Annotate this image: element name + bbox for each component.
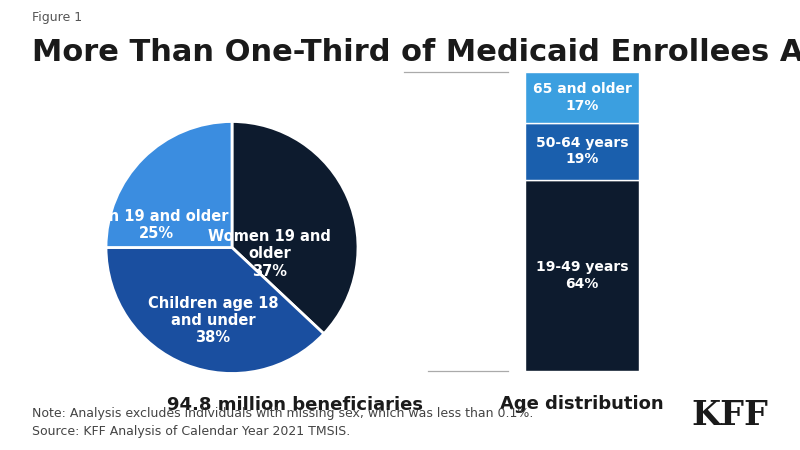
Text: Men 19 and older
25%: Men 19 and older 25% <box>84 209 229 241</box>
Wedge shape <box>106 122 232 248</box>
Wedge shape <box>106 248 324 374</box>
Text: Source: KFF Analysis of Calendar Year 2021 TMSIS.: Source: KFF Analysis of Calendar Year 20… <box>32 425 350 438</box>
Text: 50-64 years
19%: 50-64 years 19% <box>536 136 628 166</box>
Text: 19-49 years
64%: 19-49 years 64% <box>536 261 628 291</box>
Text: Age distribution: Age distribution <box>500 395 664 413</box>
Text: Figure 1: Figure 1 <box>32 11 82 24</box>
Bar <box>525 123 639 180</box>
Text: 94.8 million beneficiaries: 94.8 million beneficiaries <box>167 396 423 414</box>
Text: Note: Analysis excludes individuals with missing sex, which was less than 0.1%.: Note: Analysis excludes individuals with… <box>32 407 534 420</box>
Bar <box>525 72 639 123</box>
Text: More Than One-Third of Medicaid Enrollees Are Women: More Than One-Third of Medicaid Enrollee… <box>32 38 800 67</box>
Text: Women 19 and
older
37%: Women 19 and older 37% <box>208 229 331 279</box>
Bar <box>525 180 639 371</box>
Wedge shape <box>232 122 358 334</box>
Text: Children age 18
and under
38%: Children age 18 and under 38% <box>148 296 278 346</box>
Text: KFF: KFF <box>691 399 768 432</box>
Text: 65 and older
17%: 65 and older 17% <box>533 82 631 112</box>
